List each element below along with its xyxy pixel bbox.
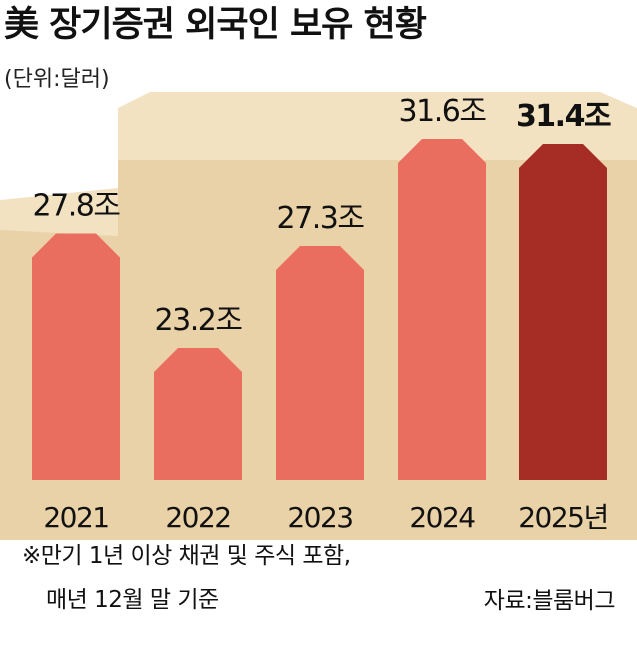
x-tick-label-2024: 2024 xyxy=(409,501,475,534)
value-label-2021: 27.8조 xyxy=(33,189,121,224)
value-label-2024: 31.6조 xyxy=(399,94,487,129)
footnote-line-2: 매년 12월 말 기준 xyxy=(46,587,219,613)
x-tick-label-2023: 2023 xyxy=(287,501,352,534)
bar-2022 xyxy=(154,348,242,480)
value-label-2022: 23.2조 xyxy=(155,303,243,338)
x-tick-label-2025년: 2025년 xyxy=(518,501,608,534)
x-axis-labels: 2021 2022 2023 2024 2025년 xyxy=(43,501,609,534)
value-label-2025년: 31.4조 xyxy=(516,99,611,134)
bar-2024 xyxy=(398,139,486,480)
background-shape-2 xyxy=(118,160,637,270)
x-tick-label-2021: 2021 xyxy=(43,501,108,534)
footnote-line-1: ※만기 1년 이상 채권 및 주식 포함, xyxy=(22,543,351,569)
value-label-2023: 27.3조 xyxy=(277,201,365,236)
bar-2023 xyxy=(276,245,364,480)
bar-2021 xyxy=(32,233,120,480)
unit-label: (단위:달러) xyxy=(4,67,110,92)
bar-2025년 xyxy=(519,143,607,480)
source-label: 자료:블룸버그 xyxy=(483,588,616,614)
chart-title: 美 장기증권 외국인 보유 현황 xyxy=(4,5,427,45)
background-shape-1 xyxy=(118,92,637,160)
x-tick-label-2022: 2022 xyxy=(165,501,230,534)
background-shape-3 xyxy=(0,188,118,236)
value-labels: 27.8조 23.2조 27.3조 31.6조 31.4조 xyxy=(33,94,613,338)
bars xyxy=(32,139,607,480)
